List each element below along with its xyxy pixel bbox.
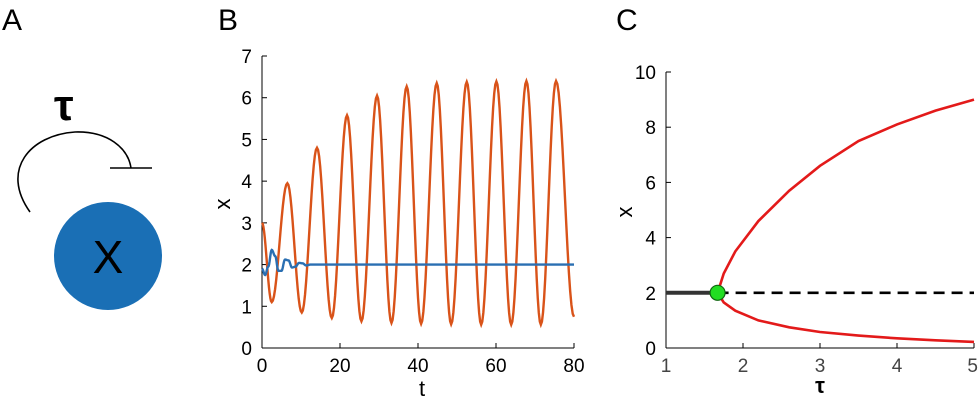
c-y-tick-label: 0 (645, 339, 656, 360)
b-x-tick-label: 60 (485, 356, 506, 377)
panel-a-letter: A (2, 4, 22, 37)
delay-symbol: τ (54, 81, 74, 130)
b-y-tick-label: 7 (241, 47, 252, 68)
b-y-tick-label: 0 (241, 339, 252, 360)
c-x-tick-label: 3 (815, 356, 826, 377)
c-x-tick-label: 2 (738, 356, 749, 377)
c-x-tick-label: 1 (661, 356, 672, 377)
b-x-tick-label: 0 (257, 356, 268, 377)
b-x-tick-label: 20 (329, 356, 350, 377)
c-y-tick-label: 2 (645, 284, 656, 305)
panel-c-letter: C (616, 4, 638, 37)
b-y-tick-label: 6 (241, 89, 252, 110)
bifurcation-point-marker (709, 284, 726, 301)
node-x (54, 202, 162, 310)
c-y-tick-label: 4 (645, 229, 656, 250)
b-x-axis-label: t (419, 376, 425, 400)
b-y-tick-label: 5 (241, 130, 252, 151)
panel-b: B 0 1 2 3 4 5 6 7 0 20 40 60 80 t x (210, 4, 585, 401)
panel-b-plot: 0 1 2 3 4 5 6 7 0 20 40 60 80 t x (210, 47, 585, 401)
c-y-tick-label: 10 (635, 63, 656, 84)
b-y-axis-label: x (210, 199, 235, 210)
b-y-tick-label: 3 (241, 214, 252, 235)
c-x-axis-label: τ (815, 373, 825, 398)
node-x-label: X (93, 231, 124, 283)
lower-oscillation-branch (716, 292, 975, 344)
b-y-tick-label: 1 (241, 297, 252, 318)
c-x-tick-label: 5 (967, 356, 978, 377)
c-x-tick-label: 4 (892, 356, 903, 377)
panel-b-letter: B (218, 4, 238, 37)
inhibition-arc (17, 131, 132, 213)
b-y-tick-label: 2 (241, 256, 252, 277)
panel-a: A τ X (2, 4, 162, 310)
b-x-tick-label: 80 (563, 356, 584, 377)
c-y-tick-label: 8 (645, 118, 656, 139)
b-x-tick-label: 40 (407, 356, 428, 377)
series-damped (261, 248, 574, 277)
b-y-tick-label: 4 (241, 172, 252, 193)
upper-oscillation-branch (716, 98, 975, 294)
series-oscillating (261, 77, 576, 329)
c-y-tick-label: 6 (645, 173, 656, 194)
c-y-axis-label: x (612, 207, 637, 218)
